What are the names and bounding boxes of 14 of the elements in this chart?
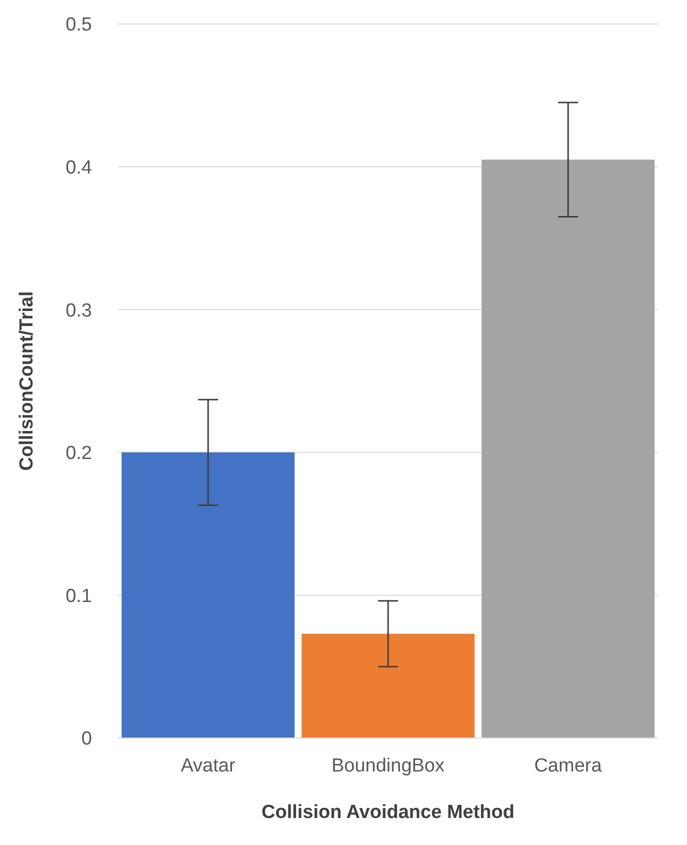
bar — [482, 160, 655, 738]
y-tick-label: 0.2 — [66, 443, 92, 464]
x-tick-label: Avatar — [180, 755, 236, 776]
x-tick-label: Camera — [534, 755, 602, 776]
x-tick-label: BoundingBox — [331, 755, 446, 776]
y-tick-label: 0.4 — [66, 158, 92, 179]
y-tick-label: 0.1 — [66, 586, 92, 607]
bar — [302, 634, 475, 738]
y-tick-label: 0.3 — [66, 300, 92, 322]
bar — [122, 452, 295, 738]
y-tick-label: 0 — [81, 728, 92, 750]
y-tick-label: 0.5 — [66, 14, 92, 36]
x-axis-title: Collision Avoidance Method — [262, 802, 514, 823]
y-axis-title: CollisionCount/Trial — [16, 291, 38, 471]
